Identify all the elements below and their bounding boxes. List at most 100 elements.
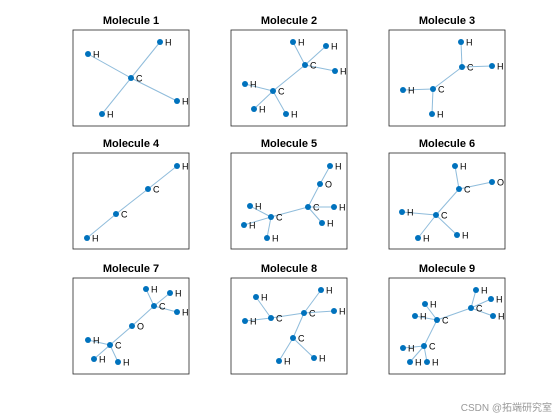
atom bbox=[283, 111, 289, 117]
atom bbox=[268, 315, 274, 321]
atom-label: H bbox=[182, 307, 189, 317]
atom-label: H bbox=[496, 294, 503, 304]
watermark: CSDN @拓端研究室 bbox=[461, 401, 552, 414]
molecule-panel: Molecule 6 C H O C H H H bbox=[388, 138, 506, 250]
bond bbox=[458, 181, 493, 190]
panel-title: Molecule 3 bbox=[419, 15, 475, 27]
atom bbox=[84, 235, 90, 241]
atom-label: H bbox=[249, 220, 256, 230]
bond bbox=[272, 64, 306, 92]
panel-title: Molecule 7 bbox=[103, 263, 159, 275]
atom bbox=[264, 235, 270, 241]
atom-label: H bbox=[408, 343, 415, 353]
panel-title: Molecule 5 bbox=[261, 138, 317, 150]
panel-title: Molecule 1 bbox=[103, 15, 159, 27]
bond bbox=[292, 337, 315, 359]
axes-box bbox=[230, 152, 348, 250]
bond bbox=[435, 214, 458, 236]
atom bbox=[174, 98, 180, 104]
atom bbox=[323, 43, 329, 49]
axes-box bbox=[388, 152, 506, 250]
atom-label: H bbox=[93, 335, 100, 345]
atom-label: H bbox=[339, 306, 346, 316]
bond bbox=[244, 83, 274, 92]
atom bbox=[454, 232, 460, 238]
bond bbox=[470, 289, 477, 309]
bond bbox=[270, 312, 305, 319]
atom bbox=[113, 211, 119, 217]
atom bbox=[276, 358, 282, 364]
atom bbox=[429, 111, 435, 117]
atom bbox=[458, 39, 464, 45]
bond bbox=[153, 305, 178, 313]
atom bbox=[430, 86, 436, 92]
atom-label: C bbox=[278, 86, 285, 96]
atom bbox=[268, 214, 274, 220]
atom bbox=[143, 286, 149, 292]
atom-label: H bbox=[498, 311, 505, 321]
atom-label: H bbox=[437, 109, 444, 119]
axes-box bbox=[230, 277, 348, 375]
atom-label: H bbox=[327, 218, 334, 228]
atom bbox=[459, 64, 465, 70]
atom-label: H bbox=[151, 284, 158, 294]
atom-label: H bbox=[182, 96, 189, 106]
atom bbox=[489, 179, 495, 185]
atom bbox=[91, 356, 97, 362]
atom bbox=[270, 88, 276, 94]
atom-label: C bbox=[153, 184, 160, 194]
atom bbox=[247, 203, 253, 209]
atom-label: O bbox=[497, 177, 504, 187]
atom bbox=[331, 308, 337, 314]
bond bbox=[130, 77, 178, 102]
atom bbox=[251, 106, 257, 112]
atom bbox=[490, 313, 496, 319]
bond bbox=[454, 165, 460, 190]
atom bbox=[99, 111, 105, 117]
atom-label: C bbox=[442, 315, 449, 325]
atom bbox=[456, 186, 462, 192]
bond bbox=[307, 206, 323, 224]
bond bbox=[435, 188, 460, 216]
bond bbox=[153, 292, 171, 307]
atom-label: H bbox=[423, 233, 430, 243]
panel-title: Molecule 2 bbox=[261, 15, 317, 27]
bond bbox=[460, 41, 463, 68]
bond bbox=[270, 206, 309, 218]
bond bbox=[255, 296, 272, 319]
bond bbox=[436, 307, 472, 321]
atom bbox=[167, 290, 173, 296]
atom-label: H bbox=[261, 292, 268, 302]
atom bbox=[241, 222, 247, 228]
molecule-panel: Molecule 4 H C C H bbox=[72, 138, 190, 250]
atom-label: H bbox=[460, 161, 467, 171]
atom-label: H bbox=[415, 357, 422, 367]
atom-label: C bbox=[298, 333, 305, 343]
atom-label: C bbox=[467, 62, 474, 72]
bond bbox=[130, 41, 161, 79]
atom-label: H bbox=[407, 207, 414, 217]
atom-label: H bbox=[481, 285, 488, 295]
bond bbox=[414, 315, 438, 321]
bond bbox=[307, 183, 321, 208]
atom-label: H bbox=[291, 109, 298, 119]
atom bbox=[115, 359, 121, 365]
bond bbox=[249, 205, 272, 218]
atom bbox=[399, 209, 405, 215]
bond bbox=[272, 90, 287, 115]
atom bbox=[415, 235, 421, 241]
atom-label: C bbox=[159, 301, 166, 311]
molecule-panel: Molecule 8 C H H C H H C H H bbox=[230, 263, 348, 375]
atom bbox=[290, 335, 296, 341]
atom bbox=[421, 343, 427, 349]
atom bbox=[242, 81, 248, 87]
bond bbox=[278, 337, 294, 362]
atom-label: H bbox=[420, 311, 427, 321]
atom-label: H bbox=[339, 202, 346, 212]
atom-label: H bbox=[298, 37, 305, 47]
atom-label: H bbox=[259, 104, 266, 114]
atom-label: H bbox=[284, 356, 291, 366]
molecule-panel: Molecule 1 C H H H H bbox=[72, 15, 190, 127]
